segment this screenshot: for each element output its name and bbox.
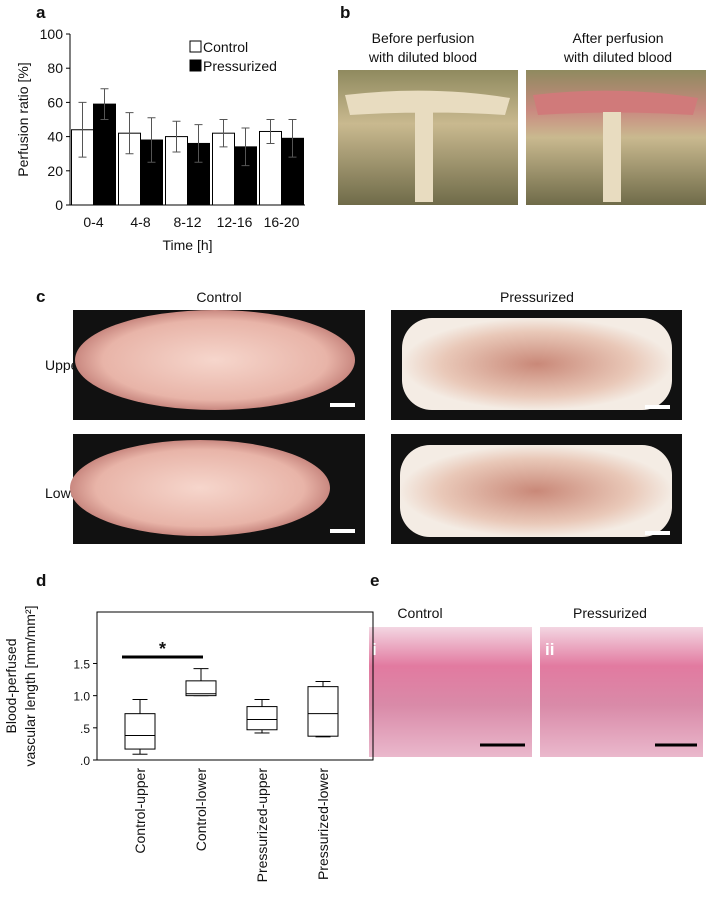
y-tick-label: 80 (47, 60, 63, 76)
error-bar (78, 101, 87, 158)
error-bar (288, 119, 297, 158)
y-tick-label: 1.5 (73, 657, 90, 671)
photo-detail (400, 445, 672, 537)
y-axis-label: vascular length [mm/mm²] (22, 605, 38, 766)
x-tick-label: 4-8 (130, 214, 150, 230)
x-tick-label: 8-12 (173, 214, 201, 230)
panel-label: b (340, 3, 350, 22)
box (246, 706, 278, 731)
box (124, 713, 156, 750)
error-bar (241, 127, 250, 167)
legend-label: Pressurized (203, 58, 277, 74)
panel-label: d (36, 571, 46, 590)
box (307, 686, 339, 737)
y-tick-label: 40 (47, 129, 63, 145)
box (185, 680, 217, 697)
x-tick-label: Control-lower (193, 768, 209, 852)
legend-swatch (189, 59, 202, 72)
legend-label: Control (203, 39, 248, 55)
column-label: Control (196, 289, 241, 305)
photo-detail (533, 90, 698, 115)
error-bar (172, 120, 181, 153)
legend-swatch (189, 40, 202, 53)
photo-title: Before perfusion (372, 30, 475, 46)
y-axis-label: Blood-perfused (3, 639, 19, 734)
photo-detail (345, 90, 510, 202)
y-axis-label: Perfusion ratio [%] (15, 62, 31, 176)
x-tick-label: Pressurized-lower (315, 768, 331, 880)
error-bar (100, 88, 109, 120)
x-tick-label: Pressurized-upper (254, 768, 270, 883)
image-label: i (372, 640, 377, 659)
photo-title: After perfusion (572, 30, 663, 46)
panel-label: c (36, 287, 45, 306)
photo-detail (402, 318, 672, 410)
x-tick-label: 12-16 (217, 214, 253, 230)
image-label: ii (545, 640, 554, 659)
photo-detail (70, 440, 330, 536)
photo-title: with diluted blood (563, 49, 672, 65)
error-bar (266, 119, 275, 144)
panel-label: e (370, 571, 379, 590)
y-tick-label: .0 (80, 754, 90, 768)
error-bar (219, 119, 228, 148)
photo-detail (75, 310, 355, 410)
y-tick-label: 60 (47, 94, 63, 110)
photo-title: with diluted blood (368, 49, 477, 65)
photo (540, 627, 703, 757)
photo (369, 627, 532, 757)
y-tick-label: 0 (55, 197, 63, 213)
y-tick-label: .5 (80, 722, 90, 736)
error-bar (125, 112, 134, 155)
panel-label: a (36, 3, 46, 22)
y-tick-label: 20 (47, 163, 63, 179)
photo-detail (603, 112, 621, 202)
significance-mark: * (159, 639, 166, 659)
column-label: Pressurized (500, 289, 574, 305)
error-bar (147, 117, 156, 163)
error-bar (194, 124, 203, 163)
x-axis-label: Time [h] (162, 237, 212, 253)
column-label: Control (397, 605, 442, 621)
y-tick-label: 1.0 (73, 690, 90, 704)
column-label: Pressurized (573, 605, 647, 621)
plot-frame (96, 611, 374, 761)
y-tick-label: 100 (40, 26, 64, 42)
x-tick-label: 0-4 (83, 214, 103, 230)
x-tick-label: Control-upper (132, 768, 148, 854)
x-tick-label: 16-20 (264, 214, 300, 230)
